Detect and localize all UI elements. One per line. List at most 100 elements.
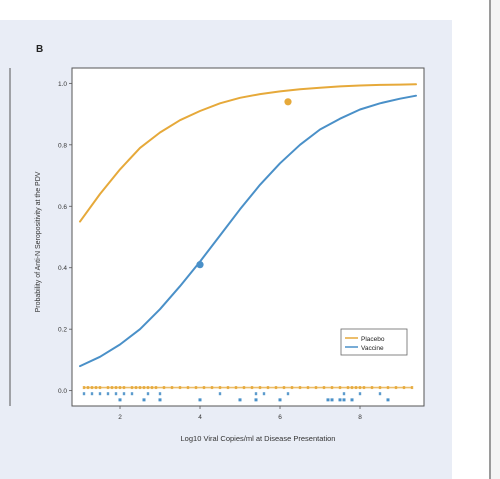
rug-mark-placebo — [142, 386, 146, 390]
rug-mark-placebo — [114, 386, 118, 390]
rug-mark-placebo — [110, 386, 114, 390]
rug-mark-placebo — [402, 386, 406, 390]
rug-mark-placebo — [266, 386, 270, 390]
window-edge — [489, 0, 500, 479]
rug-mark-low-vaccine — [142, 398, 146, 402]
rug-mark-placebo — [210, 386, 214, 390]
rug-mark-low-vaccine — [198, 398, 202, 402]
rug-marks — [82, 386, 414, 402]
y-axis-label: Probability of Anti-N Seropositivity at … — [35, 171, 42, 312]
x-tick-label: 4 — [198, 414, 202, 421]
rug-mark-placebo — [290, 386, 294, 390]
legend-label-placebo: Placebo — [361, 336, 385, 343]
rug-mark-placebo — [330, 386, 334, 390]
rug-mark-placebo — [306, 386, 310, 390]
fitted-curves — [79, 83, 417, 368]
rug-mark-low-vaccine — [278, 398, 282, 402]
rug-mark-vaccine — [158, 392, 162, 396]
rug-mark-placebo — [386, 386, 390, 390]
y-tick-label: 0.6 — [58, 204, 67, 211]
rug-mark-vaccine — [106, 392, 110, 396]
rug-mark-placebo — [202, 386, 206, 390]
rug-mark-placebo — [234, 386, 238, 390]
rug-mark-vaccine — [378, 392, 382, 396]
point-markers — [196, 98, 292, 269]
y-tick-label: 0.8 — [58, 142, 67, 149]
rug-mark-placebo — [358, 386, 362, 390]
rug-mark-placebo — [138, 386, 142, 390]
rug-mark-vaccine — [82, 392, 86, 396]
x-tick-label: 8 — [358, 414, 362, 421]
rug-mark-low-vaccine — [342, 398, 346, 402]
rug-mark-placebo — [314, 386, 318, 390]
rug-mark-low-vaccine — [326, 398, 330, 402]
rug-mark-placebo — [194, 386, 198, 390]
rug-mark-vaccine — [218, 392, 222, 396]
rug-mark-placebo — [242, 386, 246, 390]
y-tick-label: 1.0 — [58, 81, 67, 88]
rug-mark-placebo — [362, 386, 366, 390]
curve-placebo — [79, 83, 417, 223]
rug-mark-placebo — [274, 386, 278, 390]
rug-mark-placebo — [106, 386, 110, 390]
rug-mark-placebo — [118, 386, 122, 390]
rug-mark-placebo — [346, 386, 350, 390]
legend-label-vaccine: Vaccine — [361, 345, 384, 352]
panel-label: B — [36, 44, 43, 55]
rug-mark-placebo — [170, 386, 174, 390]
rug-mark-vaccine — [262, 392, 266, 396]
x-tick-label: 6 — [278, 414, 282, 421]
rug-mark-placebo — [410, 386, 414, 390]
rug-mark-placebo — [162, 386, 166, 390]
rug-mark-low-vaccine — [330, 398, 334, 402]
rug-mark-vaccine — [98, 392, 102, 396]
rug-mark-low-vaccine — [386, 398, 390, 402]
marker-placebo — [284, 98, 292, 106]
rug-mark-placebo — [394, 386, 398, 390]
rug-mark-vaccine — [286, 392, 290, 396]
legend-box — [340, 328, 408, 356]
rug-mark-vaccine — [114, 392, 118, 396]
y-tick-label: 0.4 — [58, 265, 67, 272]
rug-mark-low-vaccine — [238, 398, 242, 402]
x-axis: 2 4 6 8 — [118, 406, 362, 421]
rug-mark-vaccine — [358, 392, 362, 396]
rug-mark-placebo — [130, 386, 134, 390]
rug-mark-placebo — [258, 386, 262, 390]
x-axis-label: Log10 Viral Copies/ml at Disease Present… — [181, 434, 336, 443]
y-axis: 0.0 0.2 0.4 0.6 0.8 1.0 — [58, 81, 72, 395]
rug-mark-placebo — [86, 386, 90, 390]
rug-mark-placebo — [250, 386, 254, 390]
rug-mark-placebo — [350, 386, 354, 390]
y-tick-label: 0.0 — [58, 388, 67, 395]
rug-mark-placebo — [134, 386, 138, 390]
curve-vaccine — [79, 94, 417, 368]
rug-mark-low-vaccine — [158, 398, 162, 402]
marker-vaccine — [196, 261, 204, 269]
rug-mark-vaccine — [146, 392, 150, 396]
rug-mark-placebo — [370, 386, 374, 390]
rug-mark-low-vaccine — [118, 398, 122, 402]
y-tick-label: 0.2 — [58, 327, 67, 334]
rug-mark-vaccine — [122, 392, 126, 396]
rug-mark-placebo — [146, 386, 150, 390]
rug-mark-vaccine — [90, 392, 94, 396]
rug-mark-placebo — [226, 386, 230, 390]
rug-mark-placebo — [218, 386, 222, 390]
rug-mark-placebo — [82, 386, 86, 390]
rug-mark-placebo — [98, 386, 102, 390]
rug-mark-placebo — [282, 386, 286, 390]
x-tick-label: 2 — [118, 414, 122, 421]
rug-mark-placebo — [154, 386, 158, 390]
rug-mark-placebo — [354, 386, 358, 390]
rug-mark-low-vaccine — [254, 398, 258, 402]
legend: Placebo Vaccine — [340, 328, 408, 356]
rug-mark-placebo — [298, 386, 302, 390]
rug-mark-vaccine — [254, 392, 258, 396]
rug-mark-placebo — [338, 386, 342, 390]
rug-mark-low-vaccine — [338, 398, 342, 402]
rug-mark-placebo — [90, 386, 94, 390]
rug-mark-placebo — [378, 386, 382, 390]
